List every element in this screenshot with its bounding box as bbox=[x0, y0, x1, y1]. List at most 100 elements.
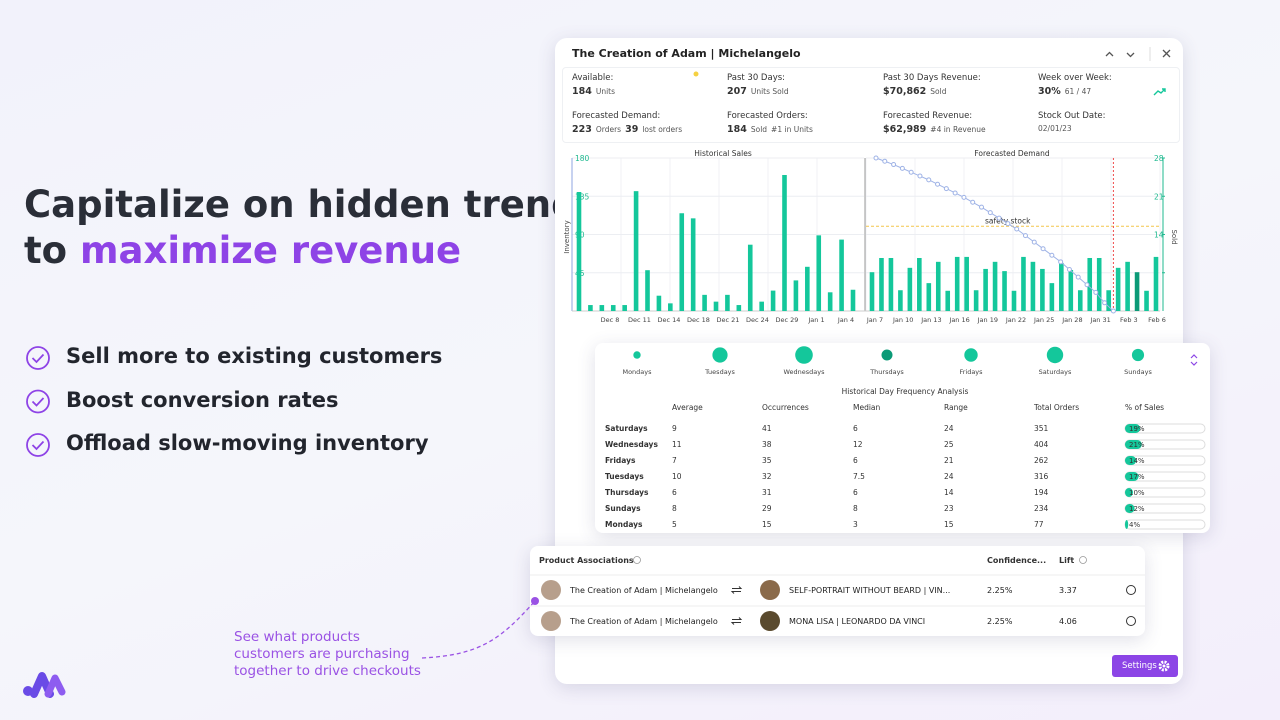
settings-icon[interactable] bbox=[1158, 660, 1170, 672]
forecast-point bbox=[943, 186, 949, 192]
table-cell: 3 bbox=[853, 520, 858, 529]
y2-tick-label: 21 bbox=[1154, 192, 1164, 201]
bar bbox=[747, 244, 753, 311]
stat-unit: Units bbox=[595, 87, 616, 96]
bar bbox=[1068, 270, 1074, 311]
x-tick-label: Jan 22 bbox=[1005, 316, 1026, 324]
stat-label: Past 30 Days: bbox=[727, 73, 786, 83]
share-bar bbox=[1125, 424, 1141, 433]
y-axis-label: Inventory bbox=[563, 220, 571, 253]
forecast-point bbox=[1066, 266, 1072, 272]
row-name: Wednesdays bbox=[605, 440, 658, 449]
table-cell: 24 bbox=[944, 472, 954, 481]
annotation-line: together to drive checkouts bbox=[234, 663, 421, 679]
annotation-line: customers are purchasing bbox=[234, 646, 410, 662]
forecast-point bbox=[1022, 233, 1028, 239]
table-cell: 6 bbox=[853, 488, 858, 497]
stat-label: Available: bbox=[572, 73, 614, 83]
table-header: Average bbox=[672, 403, 703, 412]
table-cell: 6 bbox=[853, 456, 858, 465]
forecast-point bbox=[1058, 259, 1064, 265]
forecast-point bbox=[1075, 274, 1081, 280]
forecast-point bbox=[1031, 239, 1037, 245]
forecast-point bbox=[979, 204, 985, 210]
forecast-point bbox=[926, 177, 932, 183]
day-dot bbox=[881, 349, 893, 361]
table-cell: 351 bbox=[1034, 424, 1049, 433]
stat-value: 30% bbox=[1038, 86, 1061, 97]
annotation-line: See what products bbox=[234, 629, 360, 645]
forecast-point bbox=[1005, 221, 1011, 227]
stat-unit: Sold bbox=[930, 87, 947, 96]
row-name: Mondays bbox=[605, 520, 643, 529]
stat-unit: #1 in Units bbox=[771, 125, 813, 134]
bar bbox=[1106, 290, 1111, 311]
forecast-point bbox=[1049, 252, 1055, 258]
bar bbox=[1125, 261, 1130, 311]
stat-value-line: 30% 61 / 47 bbox=[1038, 86, 1095, 97]
settings-button[interactable]: Settings bbox=[1112, 655, 1178, 677]
table-cell: 316 bbox=[1034, 472, 1049, 481]
share-bar bbox=[1125, 456, 1137, 465]
share-bar bbox=[1125, 504, 1135, 513]
bar bbox=[1134, 272, 1140, 311]
bar bbox=[983, 268, 988, 311]
settings-label[interactable]: Settings bbox=[1122, 661, 1157, 671]
stats-box bbox=[562, 67, 1180, 143]
stat-label: Week over Week: bbox=[1038, 73, 1112, 83]
table-cell: 41 bbox=[762, 424, 772, 433]
bar bbox=[633, 191, 639, 311]
table-title: Historical Day Frequency Analysis bbox=[842, 387, 969, 396]
table-cell: 12 bbox=[853, 440, 863, 449]
day-dot bbox=[633, 351, 641, 359]
stat-label: Forecasted Orders: bbox=[727, 111, 808, 121]
bar bbox=[1115, 267, 1121, 311]
table-cell: 29 bbox=[762, 504, 772, 513]
day-frequency-card bbox=[595, 343, 1210, 533]
bar bbox=[935, 261, 941, 311]
bar bbox=[668, 303, 673, 311]
forecast-point bbox=[987, 210, 993, 216]
bar bbox=[576, 192, 582, 311]
table-cell: 9 bbox=[672, 424, 677, 433]
row-name: Tuesdays bbox=[605, 472, 644, 481]
bar bbox=[805, 266, 810, 311]
table-cell: 262 bbox=[1034, 456, 1049, 465]
collapse-icon[interactable] bbox=[1189, 353, 1199, 367]
panel-title-left: Historical Sales bbox=[694, 149, 752, 158]
bar bbox=[869, 272, 875, 311]
day-label: Tuesdays bbox=[704, 368, 735, 376]
table-cell: 194 bbox=[1034, 488, 1049, 497]
bar bbox=[926, 283, 932, 311]
bar bbox=[992, 261, 998, 311]
row-name: Saturdays bbox=[605, 424, 648, 433]
share-label: 21% bbox=[1129, 441, 1145, 449]
stat-unit: Orders bbox=[595, 125, 622, 134]
stat-unit: 02/01/23 bbox=[1038, 124, 1072, 133]
forecast-point bbox=[996, 215, 1002, 221]
row-name: Thursdays bbox=[605, 488, 649, 497]
table-header: Occurrences bbox=[762, 403, 809, 412]
share-bar bbox=[1125, 472, 1139, 481]
stat-unit: Units Sold bbox=[750, 87, 789, 96]
bar bbox=[898, 290, 903, 311]
panel-controls[interactable] bbox=[1100, 47, 1180, 61]
x-tick-label: Dec 18 bbox=[687, 316, 710, 324]
day-label: Wednesdays bbox=[783, 368, 825, 376]
bar bbox=[945, 290, 951, 311]
stat-label: Stock Out Date: bbox=[1038, 111, 1106, 121]
x-tick-label: Jan 25 bbox=[1033, 316, 1054, 324]
bar bbox=[622, 305, 627, 311]
table-header: % of Sales bbox=[1125, 403, 1164, 412]
x-tick-label: Jan 31 bbox=[1089, 316, 1110, 324]
stat-label: Forecasted Demand: bbox=[572, 111, 661, 121]
table-cell: 35 bbox=[762, 456, 772, 465]
stat-value: $62,989 bbox=[883, 124, 927, 135]
day-label: Thursdays bbox=[869, 368, 904, 376]
table-cell: 15 bbox=[762, 520, 772, 529]
bar bbox=[964, 256, 969, 311]
share-bar bbox=[1125, 488, 1133, 497]
y-tick-label: 135 bbox=[575, 192, 590, 201]
x-tick-label: Jan 4 bbox=[837, 316, 854, 324]
table-header: Median bbox=[853, 403, 881, 412]
